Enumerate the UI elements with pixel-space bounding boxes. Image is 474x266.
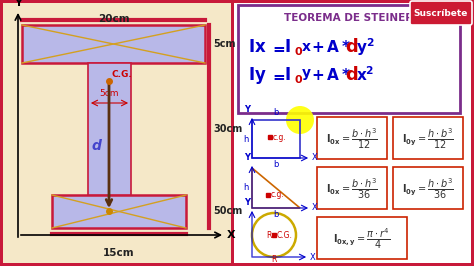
- Text: $\mathbf{0}$: $\mathbf{0}$: [294, 73, 303, 85]
- Bar: [252, 120, 300, 158]
- Text: Y: Y: [244, 105, 250, 114]
- Text: 5cm: 5cm: [100, 89, 119, 98]
- Text: X: X: [312, 203, 318, 213]
- Text: h: h: [244, 135, 249, 143]
- Text: $\mathbf{=}$: $\mathbf{=}$: [270, 39, 286, 55]
- Text: TEOREMA DE STEINER: TEOREMA DE STEINER: [284, 13, 414, 23]
- Text: b: b: [273, 160, 279, 169]
- Text: $\mathbf{x^2}$: $\mathbf{x^2}$: [356, 66, 374, 84]
- Text: R: R: [266, 231, 272, 239]
- FancyBboxPatch shape: [317, 167, 387, 209]
- FancyBboxPatch shape: [393, 117, 463, 159]
- Text: $\mathbf{Ix}$: $\mathbf{Ix}$: [248, 38, 267, 56]
- Bar: [22, 25, 205, 63]
- Text: $\mathbf{x}$: $\mathbf{x}$: [301, 40, 312, 54]
- Text: Y: Y: [14, 0, 22, 8]
- Text: $\mathbf{Iy}$: $\mathbf{Iy}$: [248, 64, 267, 85]
- Text: 15cm: 15cm: [103, 248, 135, 258]
- Text: C.G.: C.G.: [112, 70, 133, 79]
- FancyBboxPatch shape: [317, 117, 387, 159]
- Text: d: d: [91, 139, 101, 153]
- Text: c.g.: c.g.: [271, 190, 284, 199]
- Text: $\mathbf{I_{0x,y}}=\dfrac{\pi \cdot r^4}{4}$: $\mathbf{I_{0x,y}}=\dfrac{\pi \cdot r^4}…: [333, 227, 391, 251]
- Text: R: R: [271, 255, 277, 264]
- Bar: [52, 195, 186, 228]
- Text: $\mathbf{+\, A*}$: $\mathbf{+\, A*}$: [311, 67, 351, 83]
- Text: b: b: [273, 210, 279, 219]
- Text: Y: Y: [244, 198, 250, 207]
- FancyBboxPatch shape: [410, 1, 472, 25]
- Text: $\mathbf{I_{0y}}=\dfrac{h \cdot b^3}{36}$: $\mathbf{I_{0y}}=\dfrac{h \cdot b^3}{36}…: [402, 177, 454, 201]
- Text: 50cm: 50cm: [213, 206, 242, 217]
- Text: X: X: [312, 153, 318, 163]
- Text: $\mathit{\mathbf{d}}$: $\mathit{\mathbf{d}}$: [345, 66, 358, 84]
- Text: X: X: [310, 252, 316, 261]
- Text: 30cm: 30cm: [213, 124, 242, 134]
- Text: Suscríbete: Suscríbete: [414, 9, 468, 18]
- FancyBboxPatch shape: [393, 167, 463, 209]
- FancyBboxPatch shape: [238, 5, 460, 113]
- Text: $\mathbf{I_{0y}}=\dfrac{h \cdot b^3}{12}$: $\mathbf{I_{0y}}=\dfrac{h \cdot b^3}{12}…: [402, 127, 454, 151]
- Text: $\mathit{\mathbf{d}}$: $\mathit{\mathbf{d}}$: [345, 38, 358, 56]
- Text: $\mathbf{y^2}$: $\mathbf{y^2}$: [356, 36, 374, 58]
- Text: $\mathbf{I_{0x}}=\dfrac{b \cdot h^3}{12}$: $\mathbf{I_{0x}}=\dfrac{b \cdot h^3}{12}…: [326, 127, 378, 151]
- Text: $\mathbf{I}$: $\mathbf{I}$: [284, 66, 291, 84]
- FancyBboxPatch shape: [317, 217, 407, 259]
- Text: $\mathbf{0}$: $\mathbf{0}$: [294, 45, 303, 57]
- Text: Y: Y: [244, 153, 250, 162]
- Text: $\mathbf{I}$: $\mathbf{I}$: [284, 38, 291, 56]
- Bar: [88, 63, 131, 195]
- Text: $\mathbf{y}$: $\mathbf{y}$: [301, 68, 312, 82]
- Text: C.G.: C.G.: [277, 231, 293, 239]
- Text: $\mathbf{=}$: $\mathbf{=}$: [270, 68, 286, 82]
- Text: 5cm: 5cm: [213, 39, 236, 49]
- Text: b: b: [273, 108, 279, 117]
- Text: $\mathbf{+\, A*}$: $\mathbf{+\, A*}$: [311, 39, 351, 55]
- Text: $\mathbf{I_{0x}}=\dfrac{b \cdot h^3}{36}$: $\mathbf{I_{0x}}=\dfrac{b \cdot h^3}{36}…: [326, 177, 378, 201]
- Circle shape: [286, 106, 314, 134]
- Bar: [234, 3, 471, 263]
- Bar: [3, 3, 231, 263]
- Text: 20cm: 20cm: [98, 14, 129, 24]
- Text: c.g.: c.g.: [272, 132, 286, 142]
- Text: h: h: [244, 184, 249, 193]
- Text: X: X: [227, 230, 236, 240]
